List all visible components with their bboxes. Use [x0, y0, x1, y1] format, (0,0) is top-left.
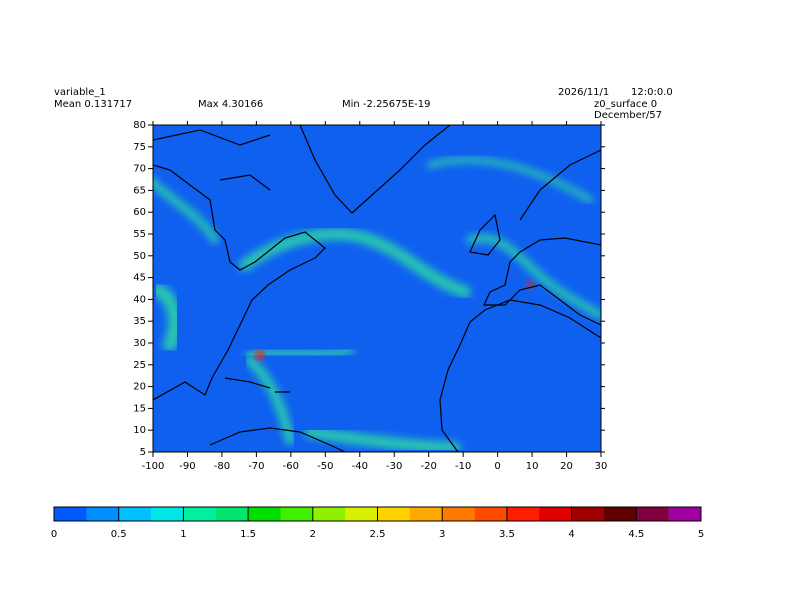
x-tick-label: -10	[455, 461, 471, 472]
field-band	[304, 426, 461, 452]
colorbar-swatch	[636, 507, 669, 521]
coastline	[209, 427, 346, 452]
field-band	[246, 346, 354, 359]
colorbar-swatch	[506, 507, 540, 521]
coastline	[469, 213, 501, 256]
colorbar-swatch	[248, 507, 281, 521]
map-frame	[152, 124, 602, 453]
x-tick-label: -80	[214, 461, 230, 472]
x-tick-label: -90	[179, 461, 195, 472]
x-tick-label: -20	[421, 461, 437, 472]
y-tick-label: 10	[133, 425, 146, 436]
x-tick-label: -50	[317, 461, 333, 472]
colorbar-swatch	[603, 507, 637, 521]
colorbar-swatch	[668, 507, 702, 521]
colorbar-tick-label: 4	[568, 529, 574, 540]
colorbar-tick-label: 4.5	[628, 529, 644, 540]
colorbar-tick-label: 0.5	[111, 529, 127, 540]
coastline	[519, 149, 601, 221]
colorbar-swatch	[571, 507, 605, 521]
x-tick-label: 30	[595, 461, 608, 472]
colorbar-tick-label: 2	[310, 529, 316, 540]
colorbar-tick-label: 2.5	[370, 529, 386, 540]
y-tick-label: 45	[133, 273, 146, 284]
colorbar-tick-label: 3	[439, 529, 445, 540]
field-band	[466, 234, 601, 319]
colorbar-swatch	[312, 507, 346, 521]
colorbar-swatch	[377, 507, 411, 521]
period-label: December/57	[594, 110, 662, 121]
colorbar-swatch	[86, 507, 119, 521]
colorbar-tick-label: 1.5	[240, 529, 256, 540]
colorbar-swatch	[442, 507, 475, 521]
colorbar-tick-label: 5	[698, 529, 704, 540]
coastline	[439, 299, 601, 452]
y-tick-label: 75	[133, 142, 146, 153]
field-peak	[255, 350, 265, 360]
map-field	[153, 125, 601, 452]
y-tick-label: 55	[133, 229, 146, 240]
colorbar-swatch	[215, 507, 249, 521]
coastline	[299, 125, 451, 214]
field-band	[153, 283, 183, 352]
x-tick-label: -30	[386, 461, 402, 472]
colorbar-swatch	[54, 507, 87, 521]
time-label: 12:0:0.0	[631, 87, 673, 98]
colorbar-swatch	[280, 507, 314, 521]
colorbar-swatch	[151, 507, 184, 521]
field-band	[153, 177, 219, 244]
variable-name: variable_1	[54, 87, 106, 98]
level-label: z0_surface 0	[594, 99, 657, 110]
colorbar-swatch	[345, 507, 378, 521]
y-tick-label: 40	[133, 294, 146, 305]
x-tick-label: -40	[352, 461, 368, 472]
y-tick-label: 25	[133, 360, 146, 371]
colorbar-tick-label: 1	[180, 529, 186, 540]
colorbar-swatch	[118, 507, 152, 521]
y-tick-label: 60	[133, 207, 146, 218]
colorbar-tick-label: 3.5	[499, 529, 515, 540]
y-tick-label: 65	[133, 185, 146, 196]
y-tick-label: 35	[133, 316, 146, 327]
y-tick-label: 5	[140, 447, 146, 458]
colorbar-tick-label: 0	[51, 529, 57, 540]
field-band	[427, 156, 593, 203]
colorbar-swatch	[183, 507, 217, 521]
y-tick-label: 30	[133, 338, 146, 349]
y-tick-label: 70	[133, 164, 146, 175]
colorbar-swatch	[539, 507, 572, 521]
mean-label: Mean 0.131717	[54, 99, 132, 110]
coastline	[153, 129, 271, 191]
x-tick-label: 10	[526, 461, 539, 472]
colorbar-swatch	[409, 507, 443, 521]
coastline	[483, 237, 601, 326]
min-label: Min -2.25675E-19	[342, 99, 431, 110]
coastline	[153, 164, 326, 401]
y-tick-label: 50	[133, 251, 146, 262]
x-tick-label: 20	[560, 461, 573, 472]
colorbar-swatch	[474, 507, 508, 521]
y-tick-label: 20	[133, 382, 146, 393]
field-band	[245, 355, 295, 445]
date-label: 2026/11/1	[558, 87, 609, 98]
x-tick-label: 0	[494, 461, 500, 472]
x-tick-label: -70	[248, 461, 264, 472]
x-tick-label: -60	[283, 461, 299, 472]
field-band	[239, 228, 471, 298]
y-tick-label: 80	[133, 120, 146, 131]
max-label: Max 4.30166	[198, 99, 263, 110]
x-tick-label: -100	[142, 461, 165, 472]
y-tick-label: 15	[133, 403, 146, 414]
coastline	[224, 377, 290, 393]
